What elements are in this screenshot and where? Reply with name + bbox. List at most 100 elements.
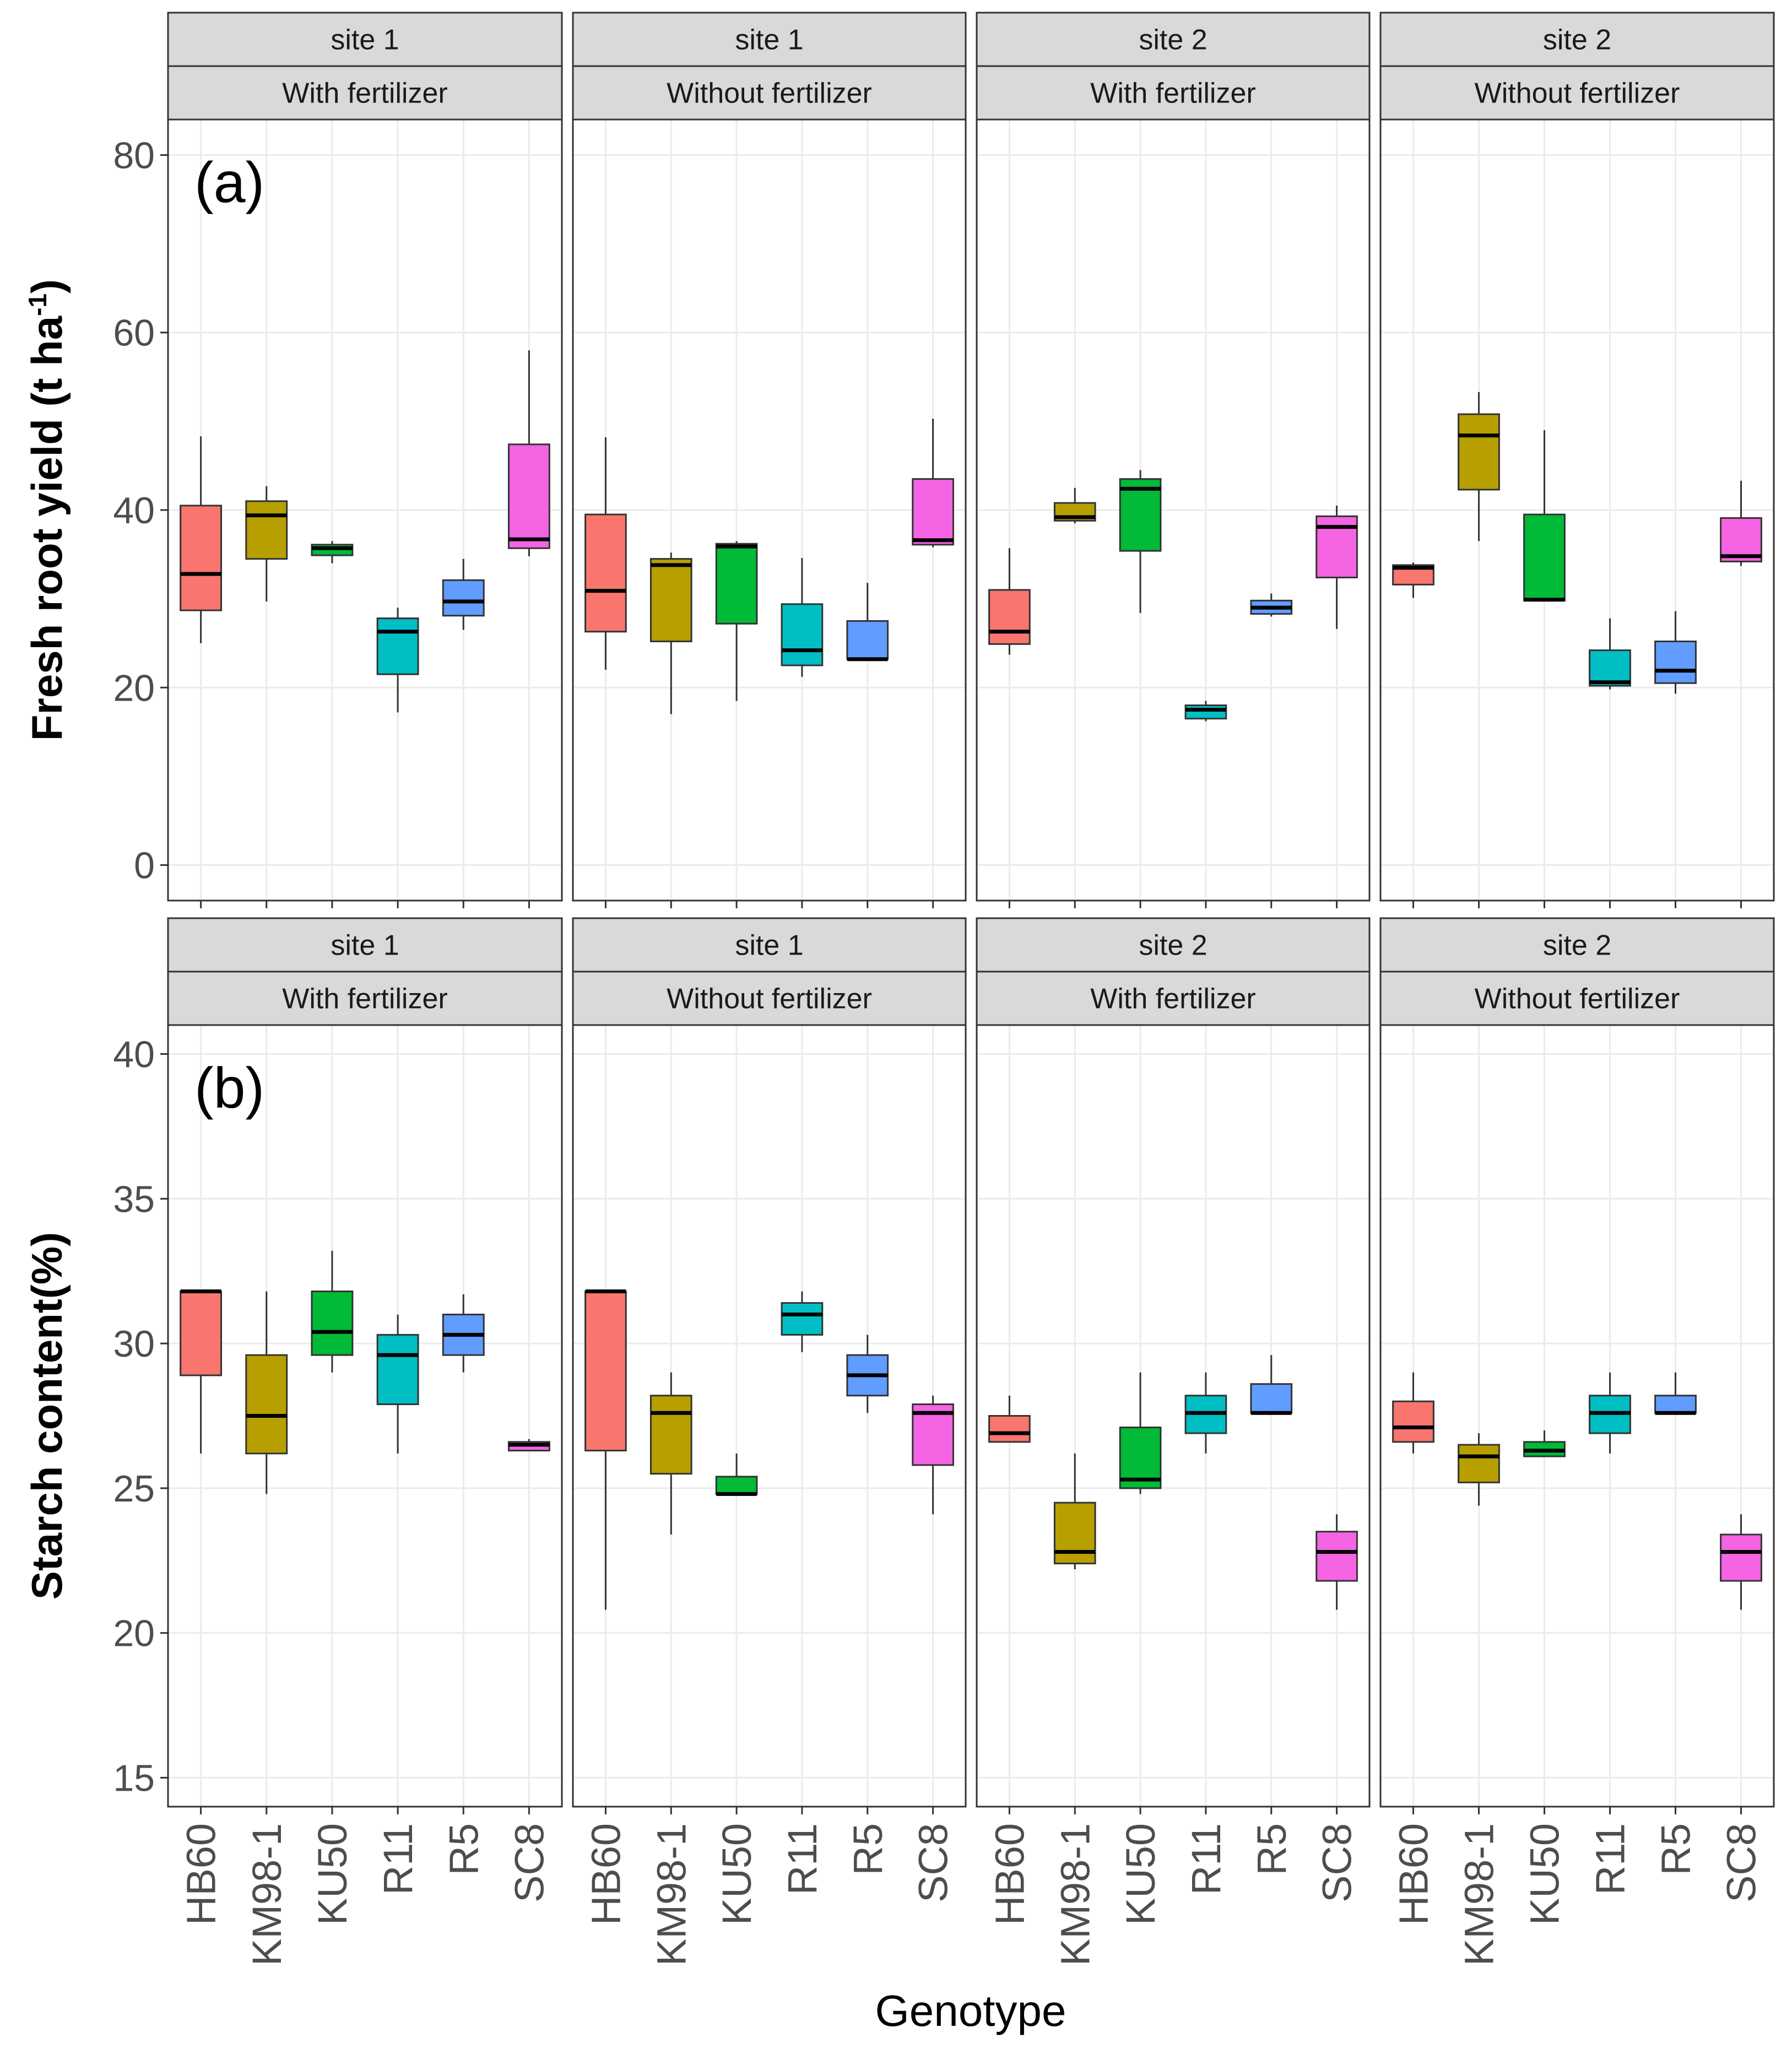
box-sc8 xyxy=(1315,505,1358,629)
box-body xyxy=(781,1302,824,1336)
strip-treatment xyxy=(572,65,967,121)
x-tick-label: KM98-1 xyxy=(244,1823,290,1966)
box-body xyxy=(715,1476,758,1495)
y-axis-title-superscript: -1 xyxy=(23,294,52,316)
box-hb60 xyxy=(584,1289,627,1610)
box-sc8 xyxy=(507,350,550,556)
x-tick-label: SC8 xyxy=(1719,1823,1764,1902)
box-body xyxy=(584,1291,627,1452)
box-body xyxy=(1053,1501,1096,1565)
y-axis-title: Fresh root yield (t ha-1) xyxy=(23,279,71,741)
x-tick-label: KU50 xyxy=(1522,1823,1568,1925)
facet-panel: site 1 Without fertilizer HB60 KM98-1 KU50 R1… xyxy=(572,917,967,1966)
box-body xyxy=(1589,649,1631,687)
box-r11 xyxy=(1589,1372,1631,1454)
box-hb60 xyxy=(180,436,223,643)
x-tick-label: KU50 xyxy=(1118,1823,1163,1925)
strip-treatment-label: With fertilizer xyxy=(282,78,447,110)
x-tick-label: KM98-1 xyxy=(1457,1823,1502,1966)
x-tick-label: KU50 xyxy=(310,1823,355,1925)
box-ku50 xyxy=(1119,1372,1162,1494)
box-body xyxy=(1184,704,1227,720)
box-ku50 xyxy=(1119,470,1162,613)
strip-treatment-label: Without fertilizer xyxy=(1475,983,1680,1015)
x-tick-label: R11 xyxy=(1588,1823,1633,1895)
box-r11 xyxy=(1184,1372,1227,1454)
box-r11 xyxy=(1589,618,1631,690)
y-tick-label: 15 xyxy=(113,1757,155,1799)
x-tick-label: SC8 xyxy=(911,1823,956,1902)
box-sc8 xyxy=(912,419,954,548)
x-tick-label: R5 xyxy=(1249,1823,1295,1875)
box-km98-1 xyxy=(649,1372,692,1535)
y-tick-label: 25 xyxy=(113,1468,155,1510)
box-km98-1 xyxy=(245,1291,288,1494)
strip-site-label: site 2 xyxy=(1139,930,1207,962)
box-km98-1 xyxy=(649,552,692,714)
box-body xyxy=(1720,1533,1762,1582)
strip-site xyxy=(572,917,967,973)
box-hb60 xyxy=(1392,562,1434,598)
box-ku50 xyxy=(311,1250,354,1373)
strip-treatment-label: Without fertilizer xyxy=(667,983,872,1015)
x-tick-label: R11 xyxy=(375,1823,421,1895)
box-sc8 xyxy=(1720,480,1762,566)
box-r11 xyxy=(376,1314,419,1454)
strip-treatment-label: With fertilizer xyxy=(282,983,447,1015)
strip-treatment xyxy=(167,65,563,121)
panel-background xyxy=(573,1025,966,1807)
y-tick-label: 60 xyxy=(113,312,155,354)
box-ku50 xyxy=(311,541,354,563)
box-r5 xyxy=(1654,611,1697,694)
box-body xyxy=(1458,1444,1500,1483)
strip-site-label: site 2 xyxy=(1139,24,1207,56)
panel-background xyxy=(977,1025,1369,1807)
strip-site-label: site 2 xyxy=(1543,24,1611,56)
strip-site xyxy=(572,12,967,67)
x-tick-label: R11 xyxy=(1183,1823,1229,1895)
x-tick-label: HB60 xyxy=(178,1823,224,1925)
box-body xyxy=(1392,1400,1434,1443)
x-tick-label: SC8 xyxy=(506,1823,552,1902)
x-tick-label: HB60 xyxy=(987,1823,1032,1925)
box-body xyxy=(1654,640,1697,684)
y-axis-title-main: Starch content(%) xyxy=(23,1232,71,1600)
x-tick-label: R5 xyxy=(1653,1823,1699,1875)
box-body xyxy=(649,558,692,642)
strip-site xyxy=(1379,917,1775,973)
box-body xyxy=(988,1415,1031,1443)
box-body xyxy=(376,617,419,675)
box-body xyxy=(376,1334,419,1405)
box-km98-1 xyxy=(1053,487,1096,524)
box-sc8 xyxy=(507,1439,550,1452)
box-hb60 xyxy=(584,437,627,670)
y-axis-title-suffix: ) xyxy=(23,279,71,294)
facet-panel: site 2 With fertilizer HB60 KM98-1 KU50 R11 R5… xyxy=(976,917,1371,1966)
facet-panel: site 1 With fertilizer (a) xyxy=(167,12,563,908)
strip-treatment xyxy=(572,971,967,1026)
box-r5 xyxy=(1250,593,1293,617)
strip-site xyxy=(167,12,563,67)
x-tick-label: R5 xyxy=(441,1823,486,1875)
facet-panel: site 2 Without fertilizer HB60 KM98-1 KU50 R1… xyxy=(1379,917,1775,1966)
y-tick-label: 0 xyxy=(134,845,155,887)
box-km98-1 xyxy=(1458,1433,1500,1506)
strip-treatment-label: Without fertilizer xyxy=(1475,78,1680,110)
strip-site xyxy=(167,917,563,973)
strip-treatment xyxy=(976,971,1371,1026)
x-tick-label: SC8 xyxy=(1314,1823,1360,1902)
box-body xyxy=(649,1395,692,1475)
box-body xyxy=(1654,1395,1697,1414)
strip-treatment xyxy=(167,971,563,1026)
box-km98-1 xyxy=(1458,392,1500,541)
box-r11 xyxy=(376,608,419,713)
panel-tag: (a) xyxy=(194,151,264,215)
x-tick-label: R5 xyxy=(845,1823,891,1875)
x-tick-label: R11 xyxy=(779,1823,825,1895)
box-body xyxy=(245,500,288,560)
box-r5 xyxy=(846,1335,889,1413)
box-body xyxy=(1119,478,1162,552)
y-tick-label: 20 xyxy=(113,667,155,709)
box-ku50 xyxy=(715,1453,758,1496)
strip-treatment-label: With fertilizer xyxy=(1090,78,1255,110)
